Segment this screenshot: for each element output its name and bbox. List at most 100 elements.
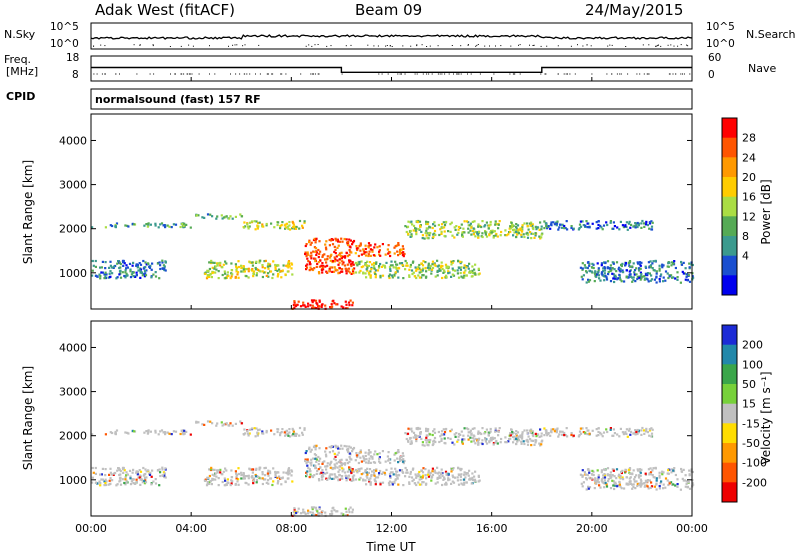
power-cell [221, 273, 224, 277]
power-cell [440, 264, 443, 267]
power-cell [644, 223, 648, 226]
power-cell [648, 227, 651, 230]
velocity-cell [426, 443, 429, 447]
velocity-cell [461, 440, 464, 443]
velocity-cell [94, 481, 97, 484]
velocity-cell [364, 461, 368, 464]
power-cell [322, 264, 325, 267]
power-cell [255, 272, 259, 275]
velocity-cell [445, 483, 448, 486]
velocity-cell [136, 473, 139, 476]
nave-dot [400, 73, 402, 75]
power-cell [305, 243, 308, 246]
velocity-cell [447, 472, 450, 475]
power-cell [521, 230, 524, 233]
velocity-cell [324, 450, 327, 453]
time-axis-label: Time UT [365, 540, 416, 554]
power-cell [424, 261, 427, 264]
velocity-cell [636, 428, 639, 432]
velocity-cell [655, 477, 658, 480]
power-cell [322, 268, 325, 271]
velocity-cell [142, 466, 145, 470]
nave-dot [271, 73, 273, 75]
velocity-cell [582, 431, 585, 434]
power-cell [651, 221, 654, 224]
velocity-cell [250, 427, 254, 430]
velocity-cell [365, 483, 368, 486]
velocity-cell [570, 433, 573, 437]
power-cell [583, 264, 586, 267]
velocity-cell [533, 443, 536, 446]
power-cell [125, 264, 128, 267]
velocity-cell [118, 480, 121, 483]
power-cell [346, 255, 350, 258]
velocity-cell [247, 434, 250, 437]
power-cell [307, 253, 310, 256]
power-cell [440, 230, 443, 233]
power-cell [325, 248, 328, 251]
power-cell [350, 251, 353, 254]
power-cell [495, 232, 498, 236]
power-cell [280, 270, 283, 273]
power-cell [445, 266, 448, 269]
velocity-cell [412, 478, 415, 481]
power-cell [303, 221, 306, 224]
velocity-cell [382, 471, 385, 474]
velocity-cell [125, 479, 128, 482]
power-cell [447, 272, 450, 275]
velocity-cell [412, 436, 415, 439]
velocity-cell [363, 458, 367, 461]
velocity-cell [351, 511, 354, 514]
velocity-cell [317, 468, 320, 471]
velocity-cell [600, 469, 603, 472]
power-cell [397, 242, 400, 245]
power-cell [449, 230, 452, 233]
power-cell [290, 262, 293, 265]
velocity-cell [648, 473, 651, 476]
velocity-cell [253, 427, 256, 430]
power-cell [314, 260, 317, 263]
velocity-y-label: Slant Range [km] [21, 366, 35, 470]
velocity-cell [462, 478, 465, 481]
power-cell [459, 271, 462, 275]
velocity-cell [385, 468, 388, 471]
nave-dot [643, 73, 645, 75]
velocity-cell [317, 478, 321, 481]
velocity-cell [234, 483, 237, 486]
velocity-cell [466, 472, 469, 475]
search-tick-bottom: 10^0 [706, 38, 735, 50]
power-cell [247, 227, 250, 230]
nave-dot [249, 73, 251, 75]
power-cell [484, 224, 487, 227]
power-cell [443, 230, 446, 233]
velocity-cell [515, 430, 518, 433]
velocity-cell [581, 474, 584, 477]
velocity-cell [681, 477, 684, 480]
power-cell [617, 277, 620, 280]
velocity-cell [369, 451, 372, 454]
power-cell [595, 227, 598, 230]
power-cell [366, 260, 369, 263]
velocity-cell [611, 468, 614, 471]
velocity-cell [606, 430, 609, 434]
power-cell [632, 276, 635, 279]
velocity-cell [128, 469, 132, 472]
velocity-cell [594, 477, 597, 480]
power-cell [315, 253, 318, 256]
power-cell [384, 253, 387, 256]
power-cell [667, 265, 670, 268]
power-cell [320, 305, 323, 308]
power-cell [315, 251, 319, 254]
velocity-cell [378, 457, 381, 460]
velocity-cell [521, 437, 524, 440]
velocity-cell [422, 481, 425, 484]
power-cell [515, 230, 518, 233]
velocity-cell [396, 457, 399, 460]
power-cell [125, 272, 128, 275]
search-noise-dot [495, 45, 496, 47]
power-cell [343, 237, 346, 241]
freq-label: Freq. [4, 53, 32, 66]
power-cell [329, 259, 332, 262]
power-cell [655, 281, 658, 284]
velocity-cell [351, 475, 354, 478]
